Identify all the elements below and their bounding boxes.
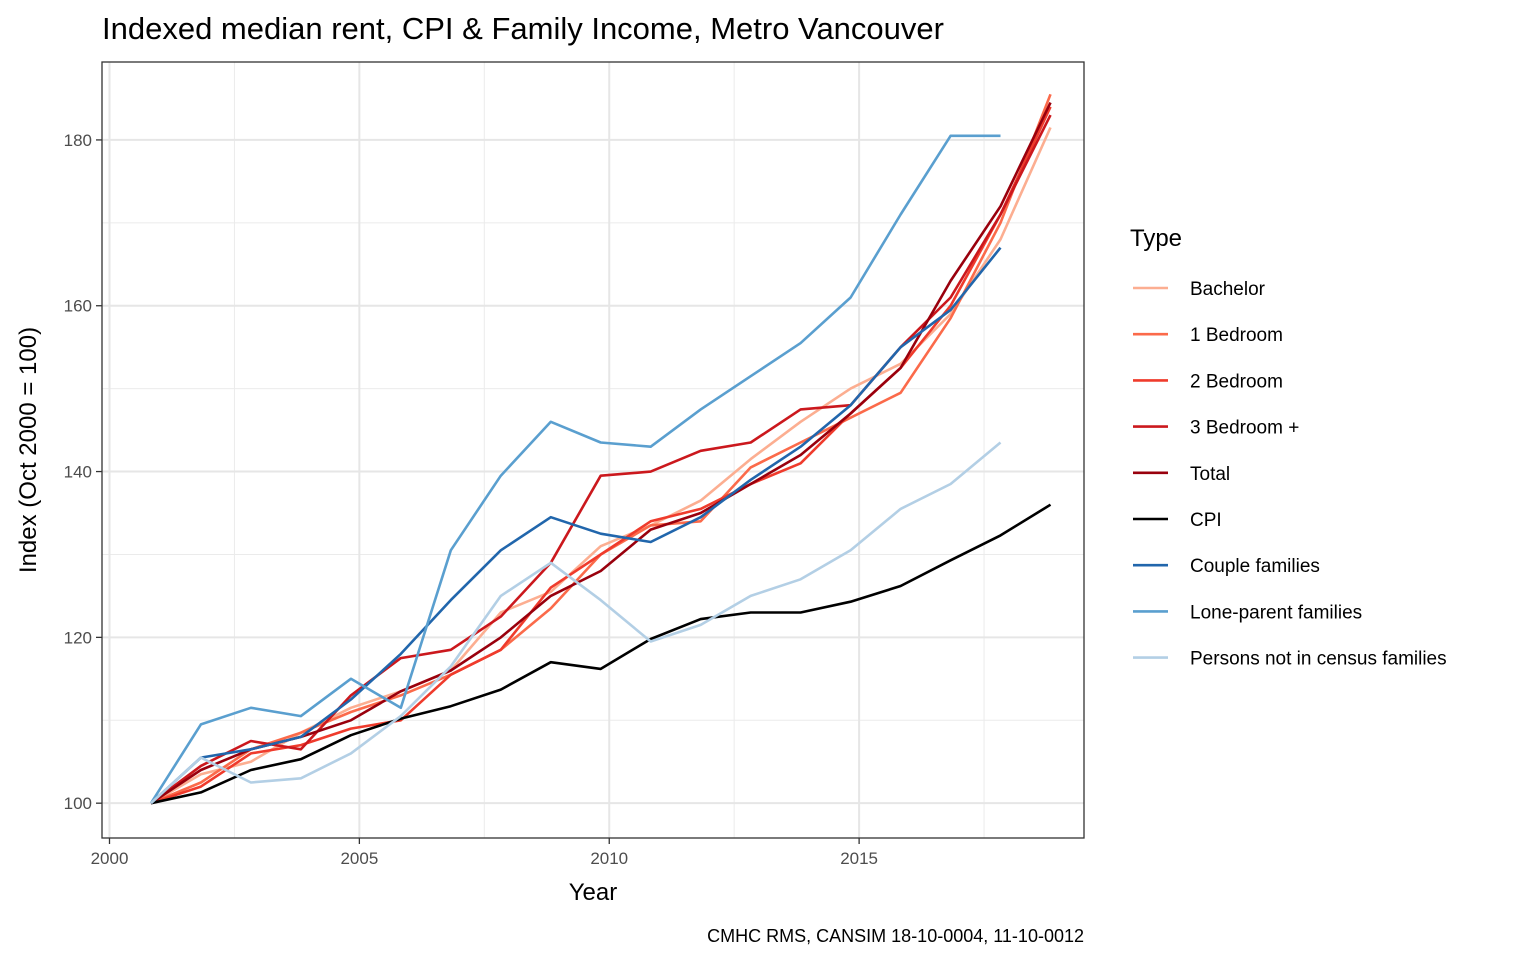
legend-label-cpi: CPI [1190, 510, 1222, 531]
legend-label-3-bedroom: 3 Bedroom + [1190, 418, 1299, 439]
y-axis-title: Index (Oct 2000 = 100) [15, 327, 42, 573]
y-tick-label: 140 [64, 463, 92, 482]
legend-item-lone-parent-families: Lone-parent families [1133, 602, 1362, 623]
legend-item-persons-not-in-census-families: Persons not in census families [1133, 649, 1447, 670]
series-line-persons-not-in-census-families [150, 441, 1002, 805]
series-lines [149, 93, 1052, 805]
x-tick-label: 2010 [590, 849, 628, 868]
y-tick-label: 180 [64, 131, 92, 150]
legend-label-2-bedroom: 2 Bedroom [1190, 371, 1283, 392]
legend-title: Type [1130, 225, 1182, 252]
legend-items: Bachelor 1 Bedroom 2 Bedroom 3 Bedroom + Tot… [1133, 279, 1447, 670]
legend-item-total: Total [1133, 464, 1230, 485]
legend-item-couple-families: Couple families [1133, 556, 1320, 577]
legend-label-lone-parent-families: Lone-parent families [1190, 602, 1362, 623]
legend-item-cpi: CPI [1133, 510, 1222, 531]
legend-label-couple-families: Couple families [1190, 556, 1320, 577]
legend-label-persons-not-in-census-families: Persons not in census families [1190, 649, 1447, 670]
x-tick-label: 2000 [91, 849, 129, 868]
series-line-cpi [150, 503, 1052, 805]
chart-title: Indexed median rent, CPI & Family Income… [102, 11, 944, 46]
legend-item-bachelor: Bachelor [1133, 279, 1266, 300]
y-axis-ticks: 100 120 140 160 180 [64, 131, 102, 813]
legend-label-bachelor: Bachelor [1190, 279, 1266, 300]
x-axis-ticks: 2000 2005 2010 2015 [91, 838, 878, 868]
chart-caption: CMHC RMS, CANSIM 18-10-0004, 11-10-0012 [707, 926, 1084, 946]
x-axis-title: Year [569, 879, 618, 906]
plot-panel-background [102, 62, 1084, 838]
legend-item-1-bedroom: 1 Bedroom [1133, 325, 1283, 346]
y-tick-label: 160 [64, 297, 92, 316]
legend-item-2-bedroom: 2 Bedroom [1133, 371, 1283, 392]
plot-panel-border [101, 61, 1085, 839]
legend-label-total: Total [1190, 464, 1230, 485]
legend: Type Bachelor 1 Bedroom 2 Bedroom 3 Bedroom… [1130, 225, 1447, 670]
x-tick-label: 2015 [840, 849, 878, 868]
y-tick-label: 100 [64, 794, 92, 813]
series-line-couple-families [150, 246, 1002, 805]
series-line-lone-parent-families [149, 134, 1001, 804]
legend-item-3-bedroom: 3 Bedroom + [1133, 418, 1299, 439]
legend-label-1-bedroom: 1 Bedroom [1190, 325, 1283, 346]
x-tick-label: 2005 [340, 849, 378, 868]
y-tick-label: 120 [64, 628, 92, 647]
